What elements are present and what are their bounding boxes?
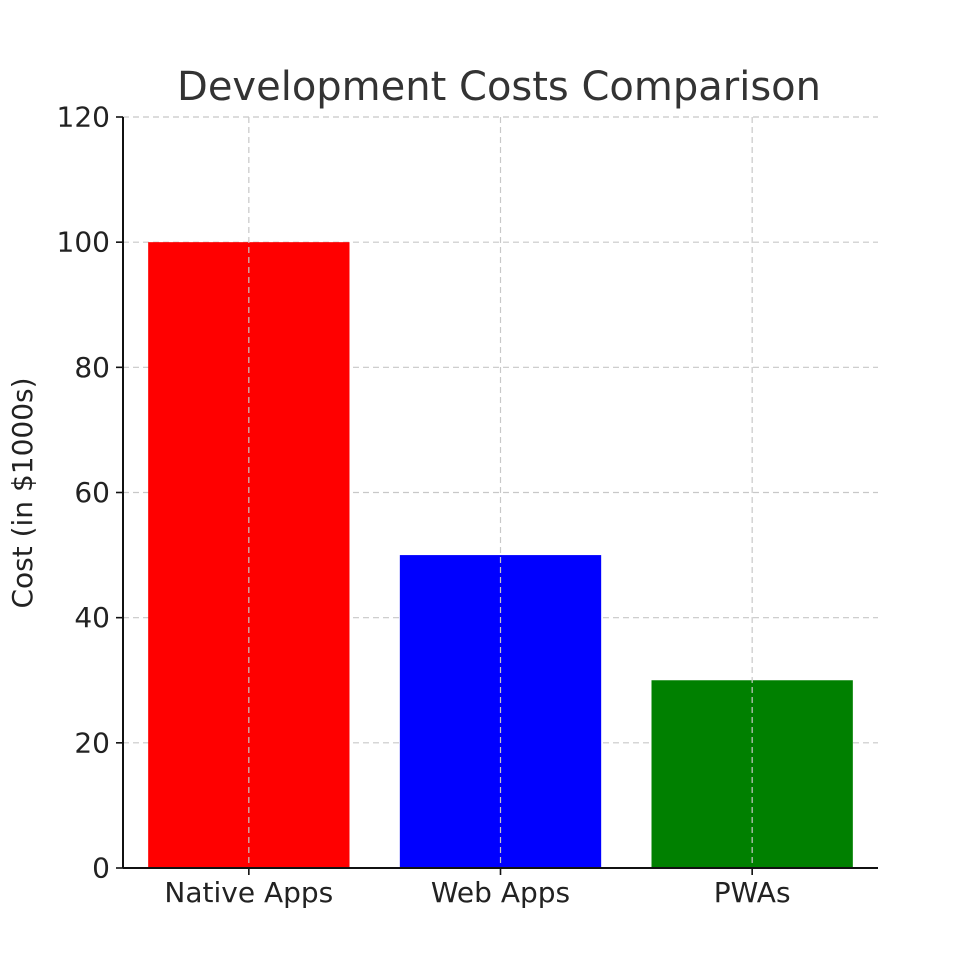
y-axis-ticks: 0 20 40 60 80 100 120	[57, 101, 123, 885]
x-axis-ticks: Native Apps Web Apps PWAs	[164, 868, 791, 909]
x-tick-label: Native Apps	[164, 876, 333, 909]
y-tick-label: 120	[57, 101, 110, 134]
x-tick-label: PWAs	[714, 876, 791, 909]
vertical-grid	[248, 117, 753, 868]
chart-title: Development Costs Comparison	[177, 64, 821, 110]
y-axis-label: Cost (in $1000s)	[6, 377, 39, 608]
y-tick-label: 0	[92, 852, 110, 885]
y-tick-label: 40	[74, 601, 110, 634]
y-tick-label: 100	[57, 226, 110, 259]
bar-native-apps	[148, 242, 350, 868]
x-tick-label: Web Apps	[431, 876, 570, 909]
y-tick-label: 80	[74, 351, 110, 384]
y-tick-label: 60	[74, 476, 110, 509]
bars	[148, 242, 853, 868]
y-tick-label: 20	[74, 726, 110, 759]
